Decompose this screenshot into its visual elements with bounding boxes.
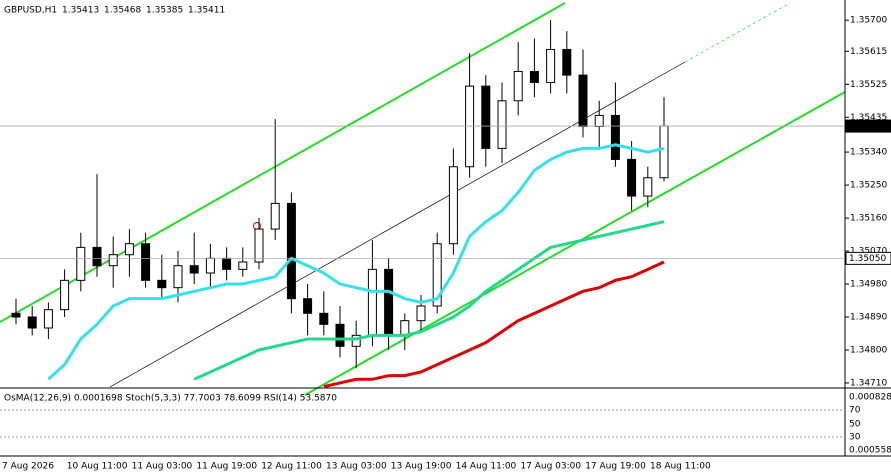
y-tick-label: 1.34800 xyxy=(850,345,887,355)
candle-body xyxy=(578,74,588,127)
candle-body xyxy=(92,246,102,267)
y-tick-label: 1.35160 xyxy=(850,214,887,224)
candle-body xyxy=(400,320,410,336)
candle-body xyxy=(335,323,345,347)
price-label: 1.35050 xyxy=(849,254,886,264)
candle-body xyxy=(189,265,199,274)
x-tick-label: 18 Aug 11:00 xyxy=(650,462,711,472)
y-tick-label: 1.35435 xyxy=(850,113,887,123)
candle-body xyxy=(481,85,491,149)
candle-body xyxy=(108,254,118,267)
candle-body xyxy=(448,166,458,245)
candle-body xyxy=(351,334,361,347)
header-value: 1.35468 xyxy=(104,6,141,16)
y-tick-label: 1.35250 xyxy=(850,181,887,191)
candle-body xyxy=(546,48,556,83)
x-tick-label: 11 Aug 19:00 xyxy=(196,462,257,472)
candle-body xyxy=(76,246,86,281)
price-box xyxy=(845,119,891,133)
indicator-axis-label: 30 xyxy=(849,433,861,443)
candle-body xyxy=(270,202,280,230)
candle-body xyxy=(384,268,394,336)
candle-body xyxy=(124,243,134,256)
moving-average xyxy=(193,220,665,381)
x-tick-label: 14 Aug 11:00 xyxy=(456,462,517,472)
y-tick-label: 1.35070 xyxy=(850,247,887,257)
moving-average xyxy=(47,143,665,381)
candle-body xyxy=(222,257,232,270)
indicator-axis-label: 50 xyxy=(849,420,861,430)
x-tick-label: 13 Aug 19:00 xyxy=(391,462,452,472)
price-box xyxy=(845,251,891,265)
candle-body xyxy=(60,279,70,311)
candle-body xyxy=(432,243,442,307)
candle-body xyxy=(627,158,637,197)
y-tick-label: 1.35340 xyxy=(850,148,887,158)
candle-body xyxy=(173,265,183,289)
candle-body xyxy=(254,228,264,263)
x-tick-label: 10 Aug 11:00 xyxy=(67,462,128,472)
y-tick-label: 1.34890 xyxy=(850,313,887,323)
x-tick-label: 7 Aug 2026 xyxy=(2,462,54,472)
header-value: 1.35411 xyxy=(188,6,225,16)
header-value: 1.35413 xyxy=(62,6,99,16)
symbol: GBPUSD,H1 xyxy=(4,6,57,16)
candle-body xyxy=(643,177,653,197)
candle-body xyxy=(43,309,53,329)
x-tick-label: 11 Aug 03:00 xyxy=(132,462,193,472)
candle-body xyxy=(286,202,296,300)
y-tick-label: 1.35615 xyxy=(850,47,887,57)
candle-body xyxy=(610,114,620,160)
candle-body xyxy=(513,70,523,102)
y-tick-label: 1.35525 xyxy=(850,80,887,90)
candle-body xyxy=(27,316,37,329)
y-tick-label: 1.34710 xyxy=(850,378,887,388)
candle-body xyxy=(238,261,248,270)
x-tick-label: 12 Aug 11:00 xyxy=(261,462,322,472)
candle-body xyxy=(319,312,329,325)
candle-body xyxy=(205,257,215,274)
y-tick-label: 1.35700 xyxy=(850,16,887,26)
candle-body xyxy=(497,100,507,149)
candle-body xyxy=(416,305,426,322)
y-tick-label: 1.34980 xyxy=(850,280,887,290)
channel-mid xyxy=(109,61,686,388)
indicator-axis-label: 70 xyxy=(849,406,861,416)
drawn-objects xyxy=(0,2,846,396)
channel-line xyxy=(0,2,566,323)
indicator-axis-label: 0.000558 xyxy=(849,446,891,456)
candle-body xyxy=(367,268,377,336)
candle-body xyxy=(594,114,604,127)
candle-body xyxy=(529,70,539,83)
channel-ext xyxy=(684,2,791,63)
candle-body xyxy=(562,48,572,76)
x-tick-label: 17 Aug 19:00 xyxy=(585,462,646,472)
moving-average xyxy=(323,260,665,389)
header-value: 1.35385 xyxy=(146,6,183,16)
candle-body xyxy=(303,298,313,314)
candle-body xyxy=(141,243,151,281)
channel-line xyxy=(304,91,846,396)
candle-body xyxy=(157,279,167,289)
indicator-header: OsMA(12,26,9) 0.0001698 Stoch(5,3,3) 77.… xyxy=(4,394,337,404)
x-tick-label: 13 Aug 03:00 xyxy=(326,462,387,472)
candle-body xyxy=(659,125,669,179)
x-tick-label: 17 Aug 03:00 xyxy=(520,462,581,472)
candle-body xyxy=(11,312,21,318)
price-label: 1.35411 xyxy=(849,122,886,132)
